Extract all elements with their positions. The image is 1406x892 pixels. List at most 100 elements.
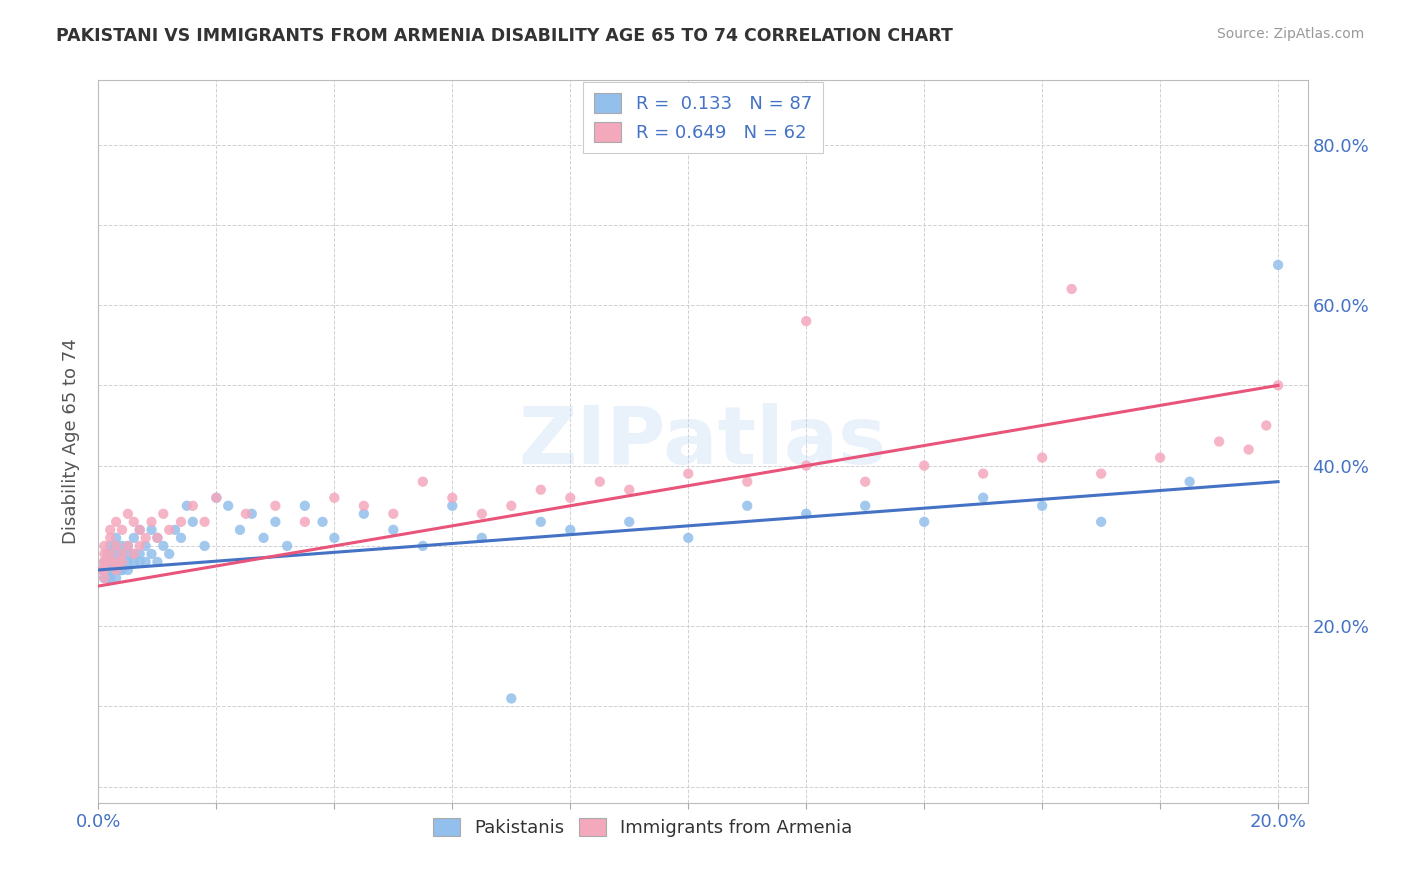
Point xyxy=(105,515,128,529)
Point xyxy=(128,523,150,537)
Point xyxy=(98,547,121,561)
Point xyxy=(170,531,193,545)
Point xyxy=(1267,378,1289,392)
Point xyxy=(205,491,228,505)
Point xyxy=(912,515,935,529)
Point xyxy=(735,475,758,489)
Point xyxy=(1031,450,1053,465)
Point xyxy=(111,547,134,561)
Point xyxy=(678,467,700,481)
Point xyxy=(1208,434,1230,449)
Point xyxy=(353,499,375,513)
Point xyxy=(176,499,198,513)
Point xyxy=(96,547,118,561)
Point xyxy=(794,507,817,521)
Point xyxy=(141,515,163,529)
Point xyxy=(146,531,169,545)
Point xyxy=(93,571,115,585)
Point xyxy=(1060,282,1083,296)
Point xyxy=(111,523,134,537)
Point xyxy=(311,515,333,529)
Point xyxy=(98,563,121,577)
Point xyxy=(105,531,128,545)
Point xyxy=(96,571,118,585)
Point xyxy=(264,499,287,513)
Point xyxy=(1237,442,1260,457)
Point xyxy=(93,563,115,577)
Point xyxy=(530,483,553,497)
Point xyxy=(294,515,316,529)
Point xyxy=(111,555,134,569)
Point xyxy=(229,523,252,537)
Point xyxy=(98,555,121,569)
Point xyxy=(194,515,217,529)
Point xyxy=(93,571,115,585)
Point xyxy=(111,547,134,561)
Point xyxy=(157,547,180,561)
Point xyxy=(152,507,174,521)
Point xyxy=(382,507,405,521)
Point xyxy=(530,515,553,529)
Point xyxy=(105,571,128,585)
Point xyxy=(93,547,115,561)
Point xyxy=(853,475,876,489)
Point xyxy=(972,491,994,505)
Y-axis label: Disability Age 65 to 74: Disability Age 65 to 74 xyxy=(62,339,80,544)
Point xyxy=(93,555,115,569)
Point xyxy=(105,555,128,569)
Point xyxy=(93,563,115,577)
Point xyxy=(96,563,118,577)
Point xyxy=(135,531,157,545)
Point xyxy=(98,523,121,537)
Point xyxy=(560,491,582,505)
Point xyxy=(93,555,115,569)
Point xyxy=(170,515,193,529)
Point xyxy=(117,539,139,553)
Point xyxy=(98,547,121,561)
Point xyxy=(98,555,121,569)
Point xyxy=(619,483,641,497)
Point xyxy=(441,491,464,505)
Point xyxy=(111,563,134,577)
Point xyxy=(135,539,157,553)
Point xyxy=(794,314,817,328)
Point xyxy=(105,555,128,569)
Point xyxy=(90,563,112,577)
Point xyxy=(264,515,287,529)
Point xyxy=(93,563,115,577)
Point xyxy=(128,523,150,537)
Point xyxy=(560,523,582,537)
Point xyxy=(93,563,115,577)
Point xyxy=(98,539,121,553)
Point xyxy=(972,467,994,481)
Point xyxy=(441,499,464,513)
Point xyxy=(235,507,257,521)
Point xyxy=(117,539,139,553)
Point xyxy=(105,563,128,577)
Point xyxy=(165,523,187,537)
Point xyxy=(122,515,145,529)
Point xyxy=(98,571,121,585)
Point xyxy=(205,491,228,505)
Point xyxy=(135,555,157,569)
Point xyxy=(252,531,274,545)
Point xyxy=(735,499,758,513)
Point xyxy=(105,539,128,553)
Point xyxy=(1256,418,1278,433)
Point xyxy=(323,491,346,505)
Point xyxy=(105,563,128,577)
Point xyxy=(157,523,180,537)
Point xyxy=(122,547,145,561)
Point xyxy=(98,563,121,577)
Point xyxy=(501,691,523,706)
Point xyxy=(276,539,298,553)
Point xyxy=(117,555,139,569)
Point xyxy=(122,555,145,569)
Point xyxy=(93,563,115,577)
Point xyxy=(117,547,139,561)
Point xyxy=(93,539,115,553)
Point xyxy=(98,555,121,569)
Point xyxy=(678,531,700,545)
Point xyxy=(141,547,163,561)
Point xyxy=(128,539,150,553)
